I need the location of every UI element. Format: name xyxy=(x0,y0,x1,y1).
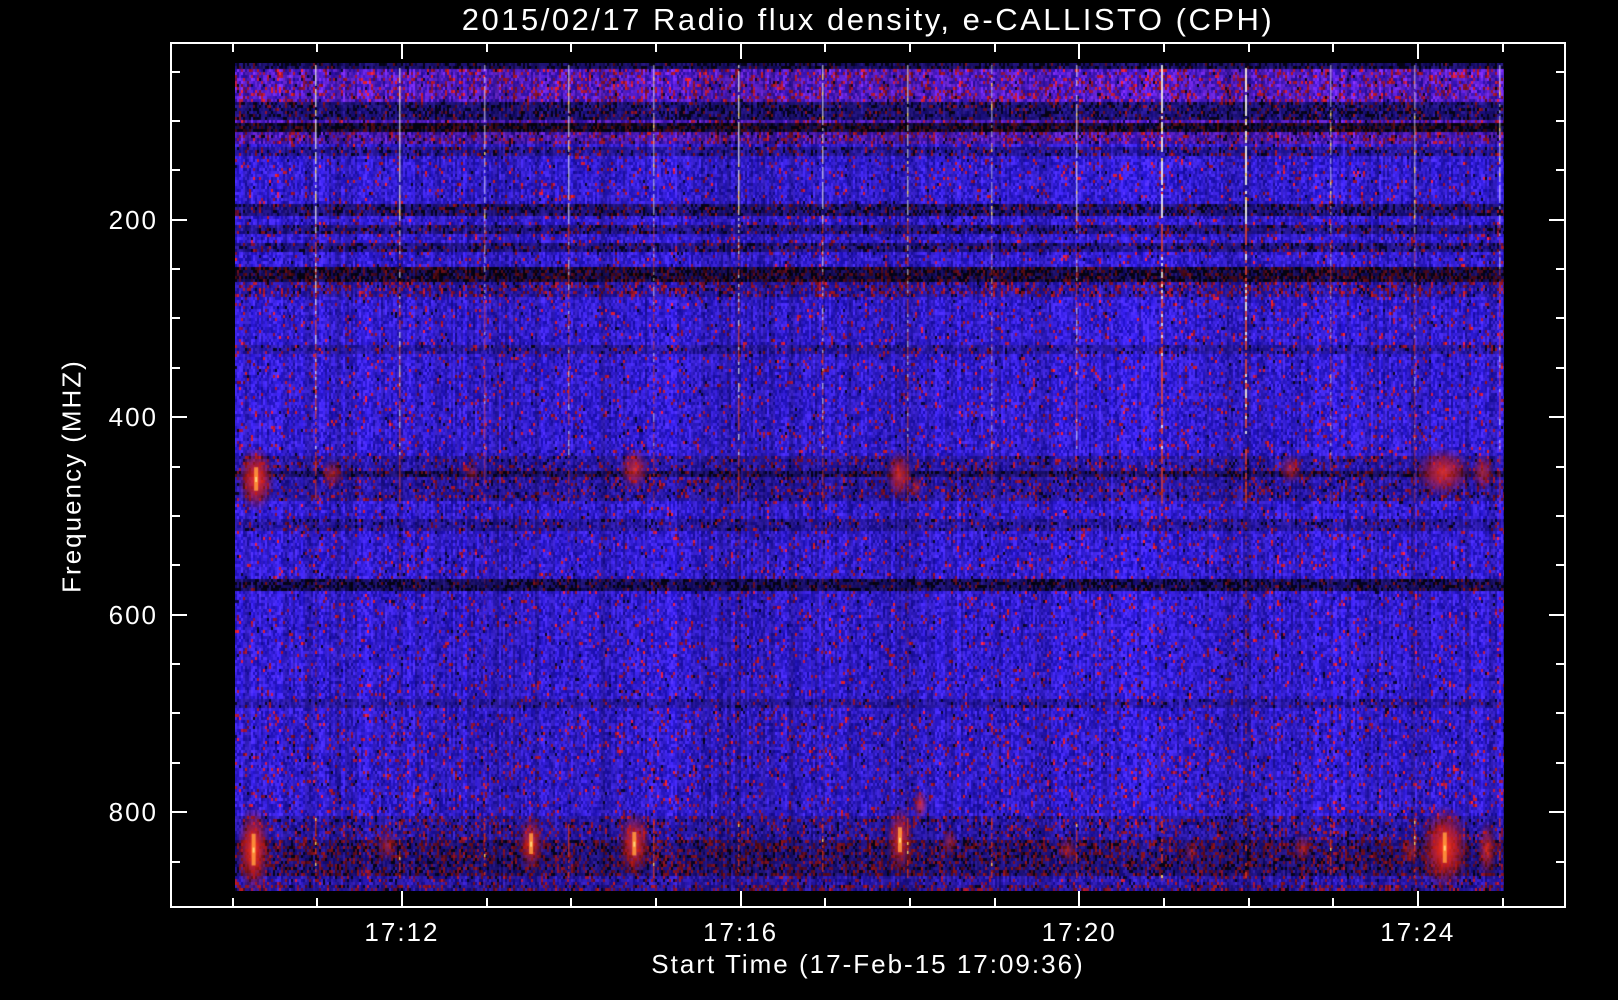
tick-mark xyxy=(824,44,826,52)
tick-mark xyxy=(172,614,187,616)
tick-mark xyxy=(172,811,187,813)
y-tick-label: 800 xyxy=(108,797,158,828)
tick-mark xyxy=(1556,564,1564,566)
x-tick-label: 17:16 xyxy=(703,917,779,947)
tick-mark xyxy=(909,898,911,906)
tick-mark xyxy=(1556,71,1564,73)
tick-mark xyxy=(172,120,180,122)
y-axis-label: Frequency (MHZ) xyxy=(56,359,87,593)
tick-mark xyxy=(994,44,996,52)
y-tick-label: 200 xyxy=(108,204,158,235)
x-tick-label: 17:12 xyxy=(364,917,440,947)
x-tick-label: 17:20 xyxy=(1041,917,1117,947)
tick-mark xyxy=(172,564,180,566)
tick-mark xyxy=(316,898,318,906)
y-tick-label: 400 xyxy=(108,402,158,433)
tick-mark xyxy=(1248,898,1250,906)
tick-mark xyxy=(1556,712,1564,714)
x-tick-label: 17:24 xyxy=(1380,917,1456,947)
tick-mark xyxy=(1556,466,1564,468)
tick-mark xyxy=(486,898,488,906)
tick-mark xyxy=(1556,169,1564,171)
chart-title: 2015/02/17 Radio flux density, e-CALLIST… xyxy=(461,2,1275,37)
tick-mark xyxy=(1163,44,1165,52)
tick-mark xyxy=(1549,614,1564,616)
tick-mark xyxy=(824,898,826,906)
tick-mark xyxy=(1549,416,1564,418)
tick-mark xyxy=(486,44,488,52)
tick-mark xyxy=(172,219,187,221)
tick-mark xyxy=(1556,268,1564,270)
tick-mark xyxy=(172,169,180,171)
tick-mark xyxy=(1502,44,1504,52)
tick-mark xyxy=(172,317,180,319)
x-axis-label: Start Time (17-Feb-15 17:09:36) xyxy=(651,949,1085,979)
tick-mark xyxy=(172,367,180,369)
tick-mark xyxy=(401,44,403,59)
tick-mark xyxy=(1163,898,1165,906)
tick-mark xyxy=(1556,663,1564,665)
tick-mark xyxy=(655,898,657,906)
tick-mark xyxy=(740,891,742,906)
tick-mark xyxy=(1417,891,1419,906)
tick-mark xyxy=(172,71,180,73)
tick-mark xyxy=(172,416,187,418)
tick-mark xyxy=(1556,762,1564,764)
tick-mark xyxy=(1556,120,1564,122)
spectrogram-image xyxy=(235,63,1504,891)
tick-mark xyxy=(1248,44,1250,52)
tick-mark xyxy=(1502,898,1504,906)
tick-mark xyxy=(1332,898,1334,906)
tick-mark xyxy=(1556,861,1564,863)
tick-mark xyxy=(316,44,318,52)
tick-mark xyxy=(172,762,180,764)
tick-mark xyxy=(740,44,742,59)
tick-mark xyxy=(655,44,657,52)
tick-mark xyxy=(172,861,180,863)
tick-mark xyxy=(232,44,234,52)
tick-mark xyxy=(570,898,572,906)
tick-mark xyxy=(1332,44,1334,52)
tick-mark xyxy=(1549,219,1564,221)
tick-mark xyxy=(1556,367,1564,369)
tick-mark xyxy=(172,712,180,714)
tick-mark xyxy=(1078,44,1080,59)
tick-mark xyxy=(172,663,180,665)
tick-mark xyxy=(1417,44,1419,59)
y-tick-label: 600 xyxy=(108,599,158,630)
tick-mark xyxy=(1556,515,1564,517)
tick-mark xyxy=(172,466,180,468)
tick-mark xyxy=(994,898,996,906)
tick-mark xyxy=(232,898,234,906)
tick-mark xyxy=(1556,317,1564,319)
tick-mark xyxy=(909,44,911,52)
tick-mark xyxy=(172,515,180,517)
tick-mark xyxy=(1078,891,1080,906)
tick-mark xyxy=(1549,811,1564,813)
tick-mark xyxy=(401,891,403,906)
tick-mark xyxy=(570,44,572,52)
tick-mark xyxy=(172,268,180,270)
